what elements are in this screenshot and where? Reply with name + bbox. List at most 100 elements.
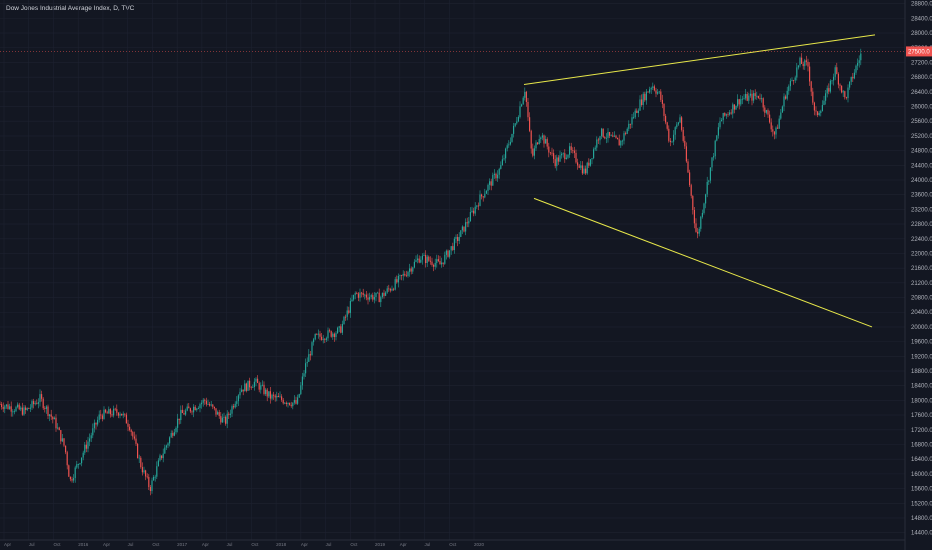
candle-body bbox=[740, 99, 742, 105]
candle-body bbox=[521, 104, 523, 107]
candle-body bbox=[417, 258, 419, 261]
candle-body bbox=[1, 404, 3, 407]
candle-body bbox=[178, 418, 180, 421]
candle-body bbox=[801, 57, 803, 64]
candle-body bbox=[309, 354, 311, 356]
candle-body bbox=[17, 404, 19, 408]
candle-body bbox=[845, 97, 847, 99]
candle-body bbox=[596, 139, 598, 148]
candle-body bbox=[759, 98, 761, 99]
candle-body bbox=[748, 95, 750, 101]
candle-body bbox=[73, 477, 75, 481]
candle-body bbox=[241, 389, 243, 392]
x-tick-label: Apr bbox=[202, 542, 210, 547]
candle-body bbox=[501, 159, 503, 166]
candle-body bbox=[570, 146, 572, 151]
candle-body bbox=[538, 139, 540, 145]
candle-body bbox=[762, 98, 764, 108]
candle-body bbox=[370, 295, 372, 297]
candle-body bbox=[301, 376, 303, 386]
y-tick-label: 28800.0 bbox=[911, 2, 932, 8]
candle-body bbox=[844, 91, 846, 98]
time-axis[interactable]: Apr Jul Oct 2016 Apr Jul Oct 2017 Apr Jul Oct 2018 A… bbox=[0, 539, 905, 547]
candle-body bbox=[421, 255, 423, 260]
candle-body bbox=[705, 194, 707, 204]
candle-body bbox=[29, 407, 31, 409]
candle-body bbox=[375, 292, 377, 298]
candle-body bbox=[52, 416, 54, 420]
candle-body bbox=[236, 401, 238, 404]
candle-body bbox=[18, 404, 20, 410]
candle-body bbox=[231, 406, 233, 414]
candle-body bbox=[229, 413, 231, 415]
candle-body bbox=[426, 256, 428, 263]
candle-body bbox=[658, 91, 660, 93]
candle-body bbox=[781, 106, 783, 113]
candle-body bbox=[569, 146, 571, 155]
candle-body bbox=[346, 310, 348, 317]
candle-body bbox=[617, 137, 619, 140]
candle-body bbox=[753, 93, 755, 101]
candle-body bbox=[591, 158, 593, 160]
candle-body bbox=[831, 80, 833, 82]
candle-body bbox=[847, 87, 849, 99]
candle-body bbox=[713, 156, 715, 158]
candle-body bbox=[751, 93, 753, 101]
candle-body bbox=[257, 378, 259, 384]
candle-body bbox=[837, 73, 839, 85]
candle-body bbox=[714, 140, 716, 157]
candle-body bbox=[79, 463, 81, 465]
candle-body bbox=[60, 430, 62, 442]
candle-body bbox=[825, 93, 827, 101]
candle-body bbox=[625, 133, 627, 135]
candle-body bbox=[58, 427, 60, 431]
candle-body bbox=[415, 260, 417, 262]
candle-body bbox=[541, 135, 543, 138]
candle-body bbox=[81, 457, 83, 464]
candle-body bbox=[87, 441, 89, 449]
candle-body bbox=[639, 99, 641, 111]
candle-body bbox=[266, 389, 268, 397]
candle-body bbox=[109, 409, 111, 415]
price-axis[interactable]: 14400.0 14800.0 15200.0 15600.0 16000.0 16400… bbox=[904, 0, 932, 550]
candle-body bbox=[226, 413, 228, 424]
candle-body bbox=[49, 414, 51, 417]
candle-body bbox=[434, 262, 436, 267]
candle-body bbox=[389, 289, 391, 291]
candle-body bbox=[122, 413, 124, 416]
candle-body bbox=[609, 131, 611, 136]
candle-body bbox=[420, 259, 422, 263]
candle-body bbox=[794, 77, 796, 81]
candle-body bbox=[418, 258, 420, 263]
candle-body bbox=[556, 157, 558, 167]
candle-body bbox=[175, 427, 177, 433]
candle-body bbox=[746, 93, 748, 101]
candle-body bbox=[615, 135, 617, 138]
candle-body bbox=[623, 133, 625, 141]
candle-body bbox=[340, 326, 342, 333]
candle-body bbox=[105, 409, 107, 413]
candle-body bbox=[329, 330, 331, 332]
candle-body bbox=[850, 76, 852, 82]
candle-body bbox=[853, 72, 855, 79]
x-tick-label: Apr bbox=[400, 542, 408, 547]
candle-body bbox=[55, 417, 57, 429]
last-price-text: 27500.0 bbox=[908, 49, 930, 55]
candle-body bbox=[477, 205, 479, 207]
candle-body bbox=[532, 148, 534, 156]
candle-body bbox=[489, 181, 491, 185]
x-tick-label: Jul bbox=[425, 542, 431, 547]
candle-body bbox=[697, 231, 699, 234]
y-tick-label: 28000.0 bbox=[911, 31, 932, 37]
candle-body bbox=[594, 147, 596, 150]
candle-body bbox=[786, 90, 788, 99]
candle-body bbox=[597, 139, 599, 141]
candle-body bbox=[676, 124, 678, 128]
candle-body bbox=[300, 385, 302, 395]
candle-body bbox=[191, 411, 193, 413]
candle-body bbox=[578, 165, 580, 168]
candle-body bbox=[388, 288, 390, 290]
candle-body bbox=[719, 121, 721, 128]
candle-body bbox=[815, 110, 817, 112]
